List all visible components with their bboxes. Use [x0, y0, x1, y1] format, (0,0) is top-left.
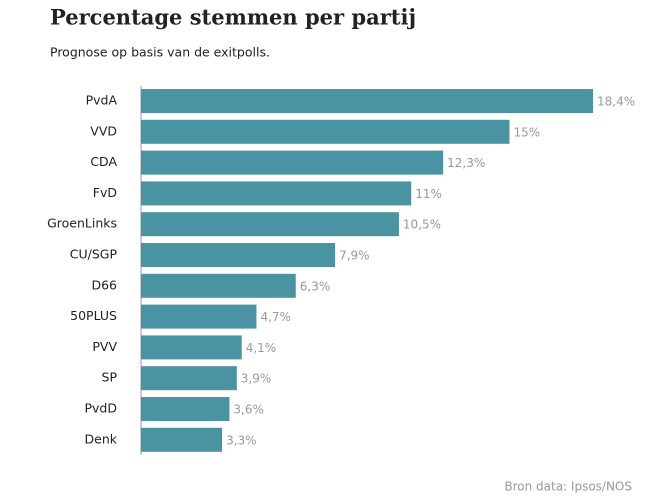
source: Bron data: Ipsos/NOS	[504, 480, 632, 494]
category-label: PVV	[92, 339, 117, 354]
bar	[141, 181, 412, 206]
category-label: PvdA	[86, 93, 118, 108]
chart-subtitle: Prognose op basis van de exitpolls.	[50, 45, 270, 60]
category-label: CDA	[90, 154, 117, 169]
bar	[141, 89, 593, 113]
category-label: D66	[91, 277, 117, 292]
data-label: 18,4%	[597, 95, 635, 109]
bar	[141, 335, 242, 360]
data-label: 11%	[415, 187, 442, 201]
data-label: 3,6%	[233, 403, 264, 417]
bar	[141, 427, 223, 452]
data-label: 4,7%	[260, 310, 291, 324]
bar	[141, 304, 257, 329]
data-label: 4,1%	[246, 341, 277, 355]
data-label: 12,3%	[447, 156, 485, 170]
data-label: 10,5%	[403, 218, 441, 232]
data-label: 3,9%	[241, 372, 272, 386]
category-label: GroenLinks	[47, 216, 117, 231]
data-label: 15%	[513, 125, 540, 139]
bar	[141, 119, 510, 144]
bar	[141, 273, 296, 298]
category-label: Denk	[85, 431, 118, 446]
data-label: 7,9%	[339, 249, 370, 263]
bar	[141, 150, 444, 175]
data-label: 6,3%	[300, 279, 331, 293]
bar	[141, 243, 336, 267]
category-label: CU/SGP	[70, 247, 118, 262]
bar	[141, 397, 230, 421]
category-label: FvD	[93, 185, 117, 200]
bar	[141, 366, 237, 391]
category-label: 50PLUS	[70, 308, 117, 323]
category-label: SP	[102, 370, 118, 385]
bar	[141, 212, 399, 237]
category-label: PvdD	[85, 401, 118, 416]
chart-title: Percentage stemmen per partij	[50, 5, 416, 30]
category-label: VVD	[90, 123, 117, 138]
data-label: 3,3%	[226, 433, 257, 447]
